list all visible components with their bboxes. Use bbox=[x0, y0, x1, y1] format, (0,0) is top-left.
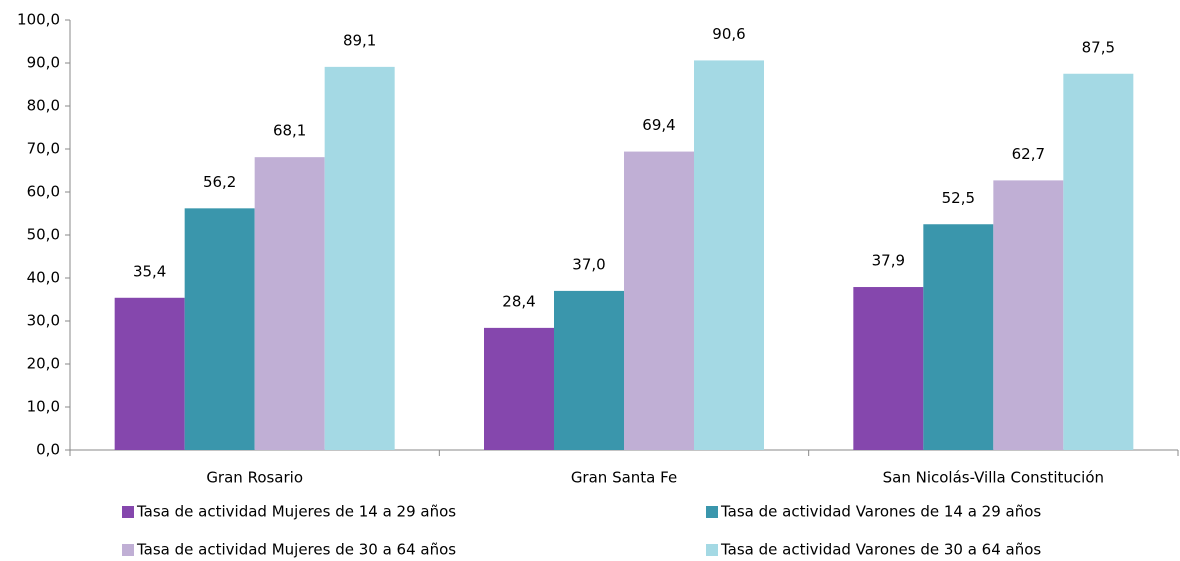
bar bbox=[853, 287, 924, 450]
y-tick-label: 40,0 bbox=[27, 269, 60, 287]
bar bbox=[694, 60, 764, 451]
y-tick-label: 90,0 bbox=[27, 54, 60, 72]
y-tick-label: 30,0 bbox=[27, 312, 60, 330]
bar bbox=[923, 224, 994, 450]
legend-label: Tasa de actividad Varones de 30 a 64 año… bbox=[720, 541, 1041, 559]
y-tick-label: 20,0 bbox=[27, 355, 60, 373]
x-tick-label: Gran Santa Fe bbox=[571, 469, 677, 487]
data-label: 87,5 bbox=[1082, 38, 1115, 56]
bar bbox=[993, 180, 1064, 450]
data-label: 35,4 bbox=[133, 262, 166, 280]
bar bbox=[554, 290, 624, 450]
y-tick-label: 80,0 bbox=[27, 97, 60, 115]
data-label: 90,6 bbox=[712, 25, 745, 43]
data-label: 28,4 bbox=[502, 292, 535, 310]
bar bbox=[324, 66, 395, 451]
y-tick-label: 10,0 bbox=[27, 398, 60, 416]
y-tick-label: 70,0 bbox=[27, 140, 60, 158]
bar bbox=[114, 297, 185, 450]
bar bbox=[484, 327, 554, 450]
data-label: 56,2 bbox=[203, 173, 236, 191]
y-tick-label: 100,0 bbox=[17, 11, 60, 29]
data-label: 52,5 bbox=[942, 189, 975, 207]
legend-swatch bbox=[706, 544, 718, 556]
legend-label: Tasa de actividad Varones de 14 a 29 año… bbox=[720, 503, 1041, 521]
bar bbox=[254, 157, 325, 451]
bar bbox=[1063, 73, 1134, 450]
data-label: 37,0 bbox=[572, 255, 605, 273]
bar bbox=[184, 208, 255, 450]
data-label: 68,1 bbox=[273, 122, 306, 140]
data-label: 89,1 bbox=[343, 31, 376, 49]
data-label: 69,4 bbox=[642, 116, 675, 134]
legend-label: Tasa de actividad Mujeres de 14 a 29 año… bbox=[136, 503, 456, 521]
x-tick-label: Gran Rosario bbox=[206, 469, 303, 487]
data-label: 37,9 bbox=[872, 252, 905, 270]
legend-label: Tasa de actividad Mujeres de 30 a 64 año… bbox=[136, 541, 456, 559]
bar bbox=[624, 151, 694, 450]
y-tick-label: 0,0 bbox=[36, 441, 60, 459]
legend-swatch bbox=[122, 544, 134, 556]
legend-swatch bbox=[706, 506, 718, 518]
legend-swatch bbox=[122, 506, 134, 518]
data-label: 62,7 bbox=[1012, 145, 1045, 163]
y-tick-label: 50,0 bbox=[27, 226, 60, 244]
x-tick-label: San Nicolás-Villa Constitución bbox=[883, 469, 1104, 487]
y-tick-label: 60,0 bbox=[27, 183, 60, 201]
